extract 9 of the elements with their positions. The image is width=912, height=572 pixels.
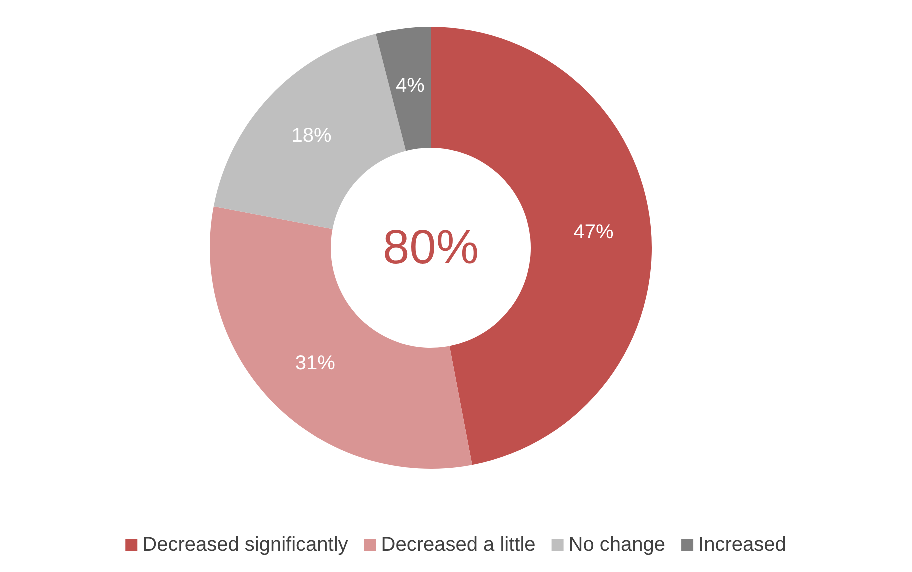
data-label: 47%	[574, 222, 614, 244]
data-label: 18%	[292, 125, 332, 148]
legend-label: Increased	[698, 534, 786, 556]
text: 80%	[382, 222, 480, 274]
legend-label: Decreased a little	[381, 534, 536, 556]
data-label: 4%	[396, 74, 426, 97]
legend-label: Decreased significantly	[142, 534, 348, 556]
legend-label: No change	[568, 534, 666, 556]
data-label: 31%	[295, 352, 336, 375]
